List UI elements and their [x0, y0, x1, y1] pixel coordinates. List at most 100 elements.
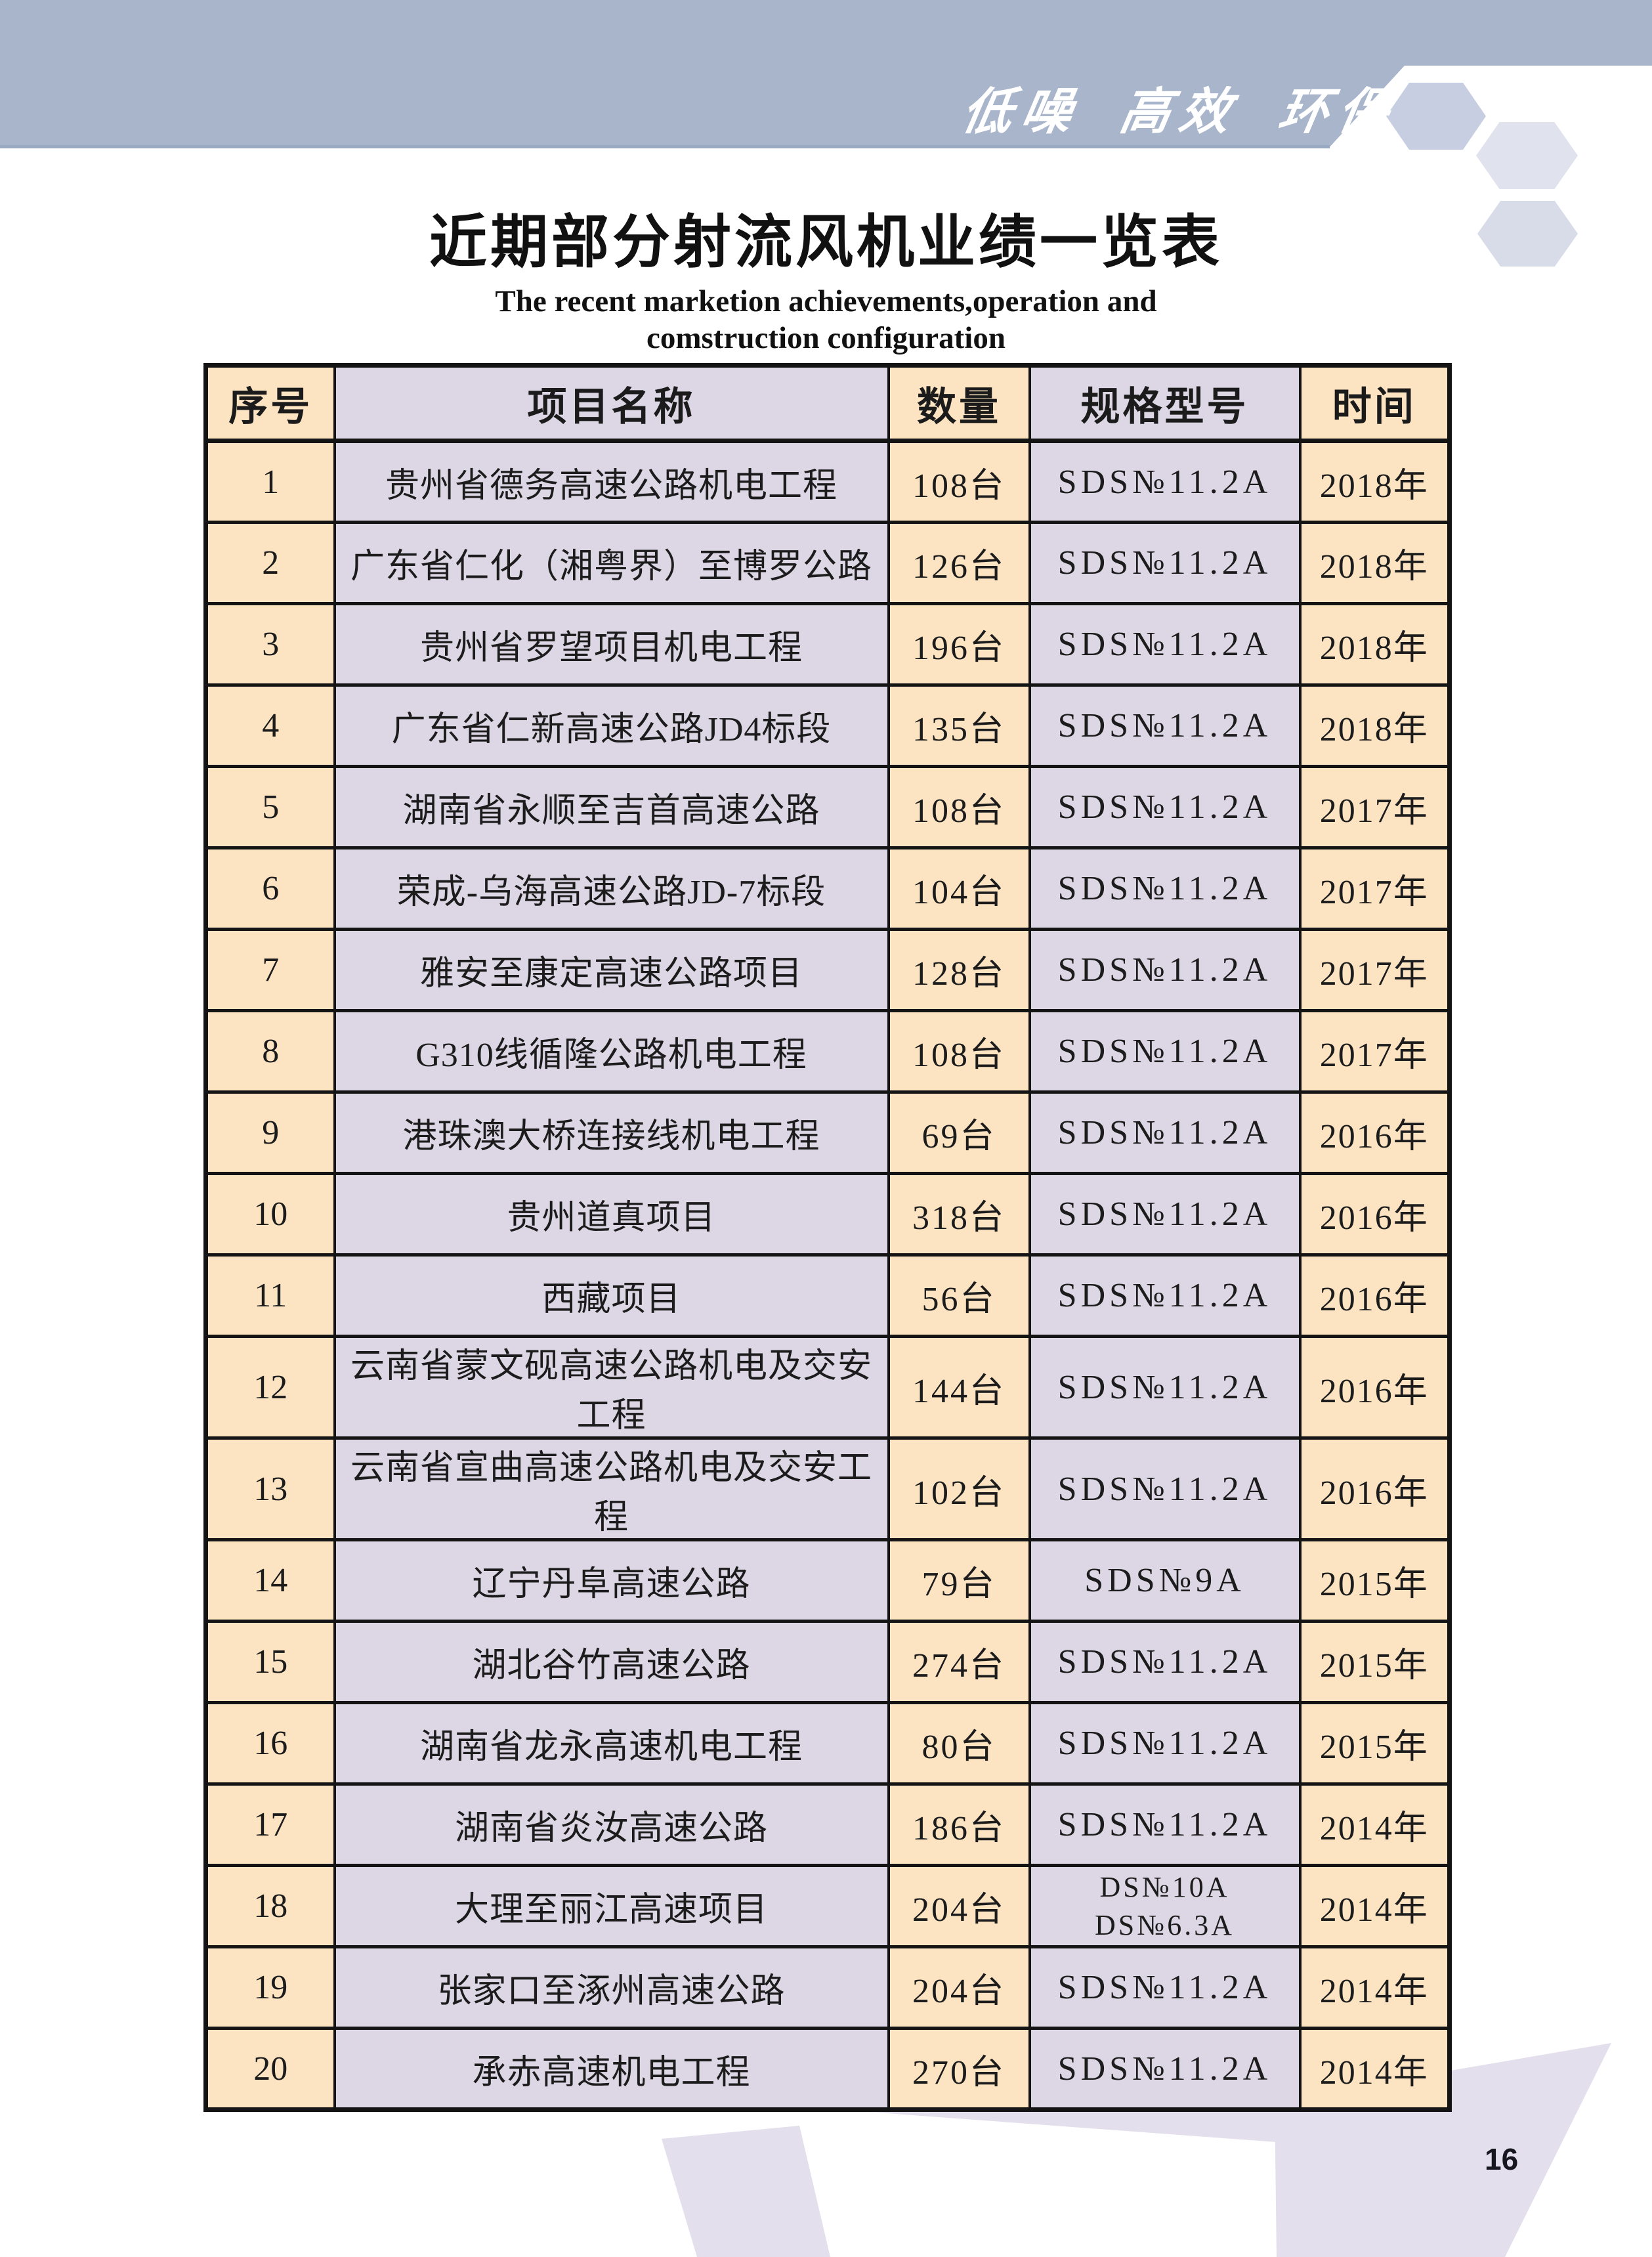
cell-quantity: 104台: [887, 846, 1031, 931]
cell-project: 广东省仁新高速公路JD4标段: [333, 683, 890, 768]
table-row: 17 湖南省炎汝高速公路 186台 SDS№11.2A 2014年: [204, 1782, 1451, 1867]
cell-project: 云南省宣曲高速公路机电及交安工程: [333, 1436, 890, 1541]
achievements-table: 序号 项目名称 数量 规格型号 时间 1 贵州省德务高速公路机电工程 108台 …: [203, 363, 1452, 2112]
cell-year: 2014年: [1298, 1864, 1451, 1948]
table-row: 13 云南省宣曲高速公路机电及交安工程 102台 SDS№11.2A 2016年: [204, 1436, 1451, 1541]
spec-line: SDS№11.2A: [1057, 1368, 1272, 1406]
cell-year: 2015年: [1298, 1538, 1451, 1623]
spec-line: SDS№9A: [1084, 1562, 1245, 1599]
cell-project: 云南省蒙文砚高速公路机电及交安工程: [333, 1335, 890, 1440]
cell-index: 13: [204, 1436, 336, 1541]
cell-spec: SDS№11.2A: [1028, 846, 1302, 931]
spec-line: SDS№11.2A: [1057, 1725, 1272, 1762]
bottom-decoration-band: [662, 2126, 830, 2257]
cell-index: 10: [204, 1172, 336, 1257]
cell-spec: SDS№11.2A: [1028, 1090, 1302, 1175]
cell-quantity: 196台: [887, 602, 1031, 687]
spec-line: SDS№11.2A: [1057, 463, 1272, 501]
cell-index: 19: [204, 1945, 336, 2030]
cell-project: 辽宁丹阜高速公路: [333, 1538, 890, 1623]
spec-line: SDS№11.2A: [1057, 1470, 1272, 1508]
header-band-edge: [0, 145, 1330, 148]
cell-spec: SDS№11.2A: [1028, 1782, 1302, 1867]
spec-line: DS№10A: [1099, 1871, 1230, 1904]
table-row: 5 湖南省永顺至吉首高速公路 108台 SDS№11.2A 2017年: [204, 765, 1451, 849]
cell-project: 张家口至涿州高速公路: [333, 1945, 890, 2030]
cell-quantity: 108台: [887, 1009, 1031, 1094]
spec-line: SDS№11.2A: [1057, 707, 1272, 744]
table-row: 1 贵州省德务高速公路机电工程 108台 SDS№11.2A 2018年: [204, 439, 1451, 524]
cell-year: 2017年: [1298, 765, 1451, 849]
cell-quantity: 102台: [887, 1436, 1031, 1541]
table-row: 19 张家口至涿州高速公路 204台 SDS№11.2A 2014年: [204, 1945, 1451, 2030]
cell-quantity: 186台: [887, 1782, 1031, 1867]
spec-line: SDS№11.2A: [1057, 1969, 1272, 2006]
page-number: 16: [1485, 2142, 1519, 2176]
cell-spec: SDS№11.2A: [1028, 683, 1302, 768]
column-header-quantity: 数量: [887, 364, 1031, 443]
cell-index: 11: [204, 1253, 336, 1338]
cell-spec: SDS№11.2A: [1028, 1009, 1302, 1094]
cell-index: 18: [204, 1864, 336, 1948]
cell-year: 2016年: [1298, 1172, 1451, 1257]
spec-line: SDS№11.2A: [1057, 544, 1272, 582]
spec-line: SDS№11.2A: [1057, 1195, 1272, 1233]
column-header-year: 时间: [1298, 364, 1451, 443]
table-row: 15 湖北谷竹高速公路 274台 SDS№11.2A 2015年: [204, 1620, 1451, 1704]
hexagon-icon: [1386, 83, 1486, 150]
spec-line: SDS№11.2A: [1057, 1806, 1272, 1843]
spec-line: SDS№11.2A: [1057, 951, 1272, 989]
band-slogan: 低噪 高效 环保: [957, 84, 1403, 140]
cell-project: 雅安至康定高速公路项目: [333, 928, 890, 1012]
hexagon-icon: [1476, 122, 1578, 189]
cell-spec: SDS№11.2A: [1028, 1253, 1302, 1338]
spec-line: SDS№11.2A: [1057, 2050, 1272, 2088]
title-block: 近期部分射流风机业绩一览表 The recent marketion achie…: [0, 196, 1652, 357]
table-header-row: 序号 项目名称 数量 规格型号 时间: [204, 364, 1451, 443]
cell-index: 15: [204, 1620, 336, 1704]
cell-spec: SDS№11.2A: [1028, 765, 1302, 849]
table-row: 6 荣成-乌海高速公路JD-7标段 104台 SDS№11.2A 2017年: [204, 846, 1451, 931]
column-header-index: 序号: [204, 364, 336, 443]
cell-index: 14: [204, 1538, 336, 1623]
table-row: 10 贵州道真项目 318台 SDS№11.2A 2016年: [204, 1172, 1451, 1257]
cell-spec: SDS№11.2A: [1028, 1436, 1302, 1541]
cell-spec: SDS№11.2A: [1028, 1945, 1302, 2030]
cell-index: 2: [204, 521, 336, 605]
cell-index: 17: [204, 1782, 336, 1867]
table-row: 2 广东省仁化（湘粤界）至博罗公路 126台 SDS№11.2A 2018年: [204, 521, 1451, 605]
cell-project: 湖北谷竹高速公路: [333, 1620, 890, 1704]
column-header-project: 项目名称: [333, 364, 890, 443]
cell-spec: SDS№11.2A: [1028, 1172, 1302, 1257]
cell-project: 承赤高速机电工程: [333, 2027, 890, 2111]
page-subtitle-line2: comstruction configuration: [646, 321, 1006, 356]
cell-quantity: 69台: [887, 1090, 1031, 1175]
cell-quantity: 270台: [887, 2027, 1031, 2111]
table-row: 4 广东省仁新高速公路JD4标段 135台 SDS№11.2A 2018年: [204, 683, 1451, 768]
cell-year: 2017年: [1298, 846, 1451, 931]
cell-quantity: 274台: [887, 1620, 1031, 1704]
cell-spec: SDS№11.2A: [1028, 439, 1302, 524]
cell-index: 1: [204, 439, 336, 524]
page-title: 近期部分射流风机业绩一览表: [429, 209, 1223, 274]
cell-quantity: 126台: [887, 521, 1031, 605]
cell-year: 2015年: [1298, 1701, 1451, 1786]
cell-year: 2014年: [1298, 2027, 1451, 2111]
table-row: 20 承赤高速机电工程 270台 SDS№11.2A 2014年: [204, 2027, 1451, 2111]
cell-year: 2016年: [1298, 1253, 1451, 1338]
spec-line: SDS№11.2A: [1057, 870, 1272, 907]
cell-index: 3: [204, 602, 336, 687]
cell-project: 贵州道真项目: [333, 1172, 890, 1257]
cell-spec: SDS№11.2A: [1028, 1620, 1302, 1704]
cell-project: 湖南省永顺至吉首高速公路: [333, 765, 890, 849]
spec-line: SDS№11.2A: [1057, 1114, 1272, 1151]
cell-quantity: 144台: [887, 1335, 1031, 1440]
cell-year: 2018年: [1298, 521, 1451, 605]
cell-year: 2014年: [1298, 1782, 1451, 1867]
hexagon-icon: [1477, 201, 1578, 267]
cell-index: 16: [204, 1701, 336, 1786]
cell-quantity: 80台: [887, 1701, 1031, 1786]
cell-project: 荣成-乌海高速公路JD-7标段: [333, 846, 890, 931]
table-row: 3 贵州省罗望项目机电工程 196台 SDS№11.2A 2018年: [204, 602, 1451, 687]
